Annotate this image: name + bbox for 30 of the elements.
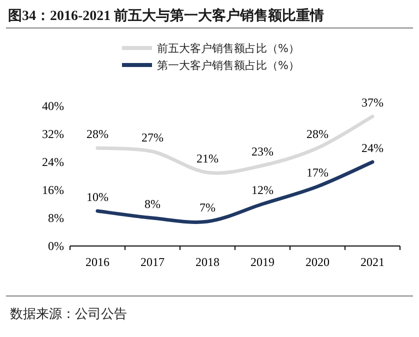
y-tick-label: 16% [42,183,64,197]
x-tick-label: 2018 [196,255,220,269]
y-tick-label: 8% [48,211,64,225]
source-note: 数据来源：公司公告 [10,306,127,321]
y-tick-label: 0% [48,239,64,253]
data-label: 17% [306,166,328,180]
data-label: 8% [144,197,160,211]
data-label: 10% [86,190,108,204]
chart-title: 图34：2016-2021 前五大与第一大客户销售额比重情 [8,7,324,24]
data-label: 28% [86,127,108,141]
data-label: 7% [200,200,216,214]
legend-item: 第一大客户销售额占比（%） [122,59,300,72]
y-tick-label: 24% [42,155,64,169]
x-tick-label: 2016 [86,255,110,269]
data-label: 37% [362,96,384,110]
data-label: 27% [142,130,164,144]
data-label: 12% [252,183,274,197]
y-tick-label: 32% [42,127,64,141]
legend-label: 第一大客户销售额占比（%） [157,59,300,72]
y-tick-label: 40% [42,99,64,113]
x-tick-label: 2021 [360,255,384,269]
legend-item: 前五大客户销售额占比（%） [122,42,300,55]
legend-label: 前五大客户销售额占比（%） [157,42,300,55]
data-label: 24% [362,141,384,155]
data-label: 23% [252,144,274,158]
data-label: 21% [196,152,218,166]
x-tick-label: 2020 [306,255,330,269]
data-label: 28% [306,127,328,141]
x-tick-label: 2017 [140,255,164,269]
x-tick-label: 2019 [250,255,274,269]
